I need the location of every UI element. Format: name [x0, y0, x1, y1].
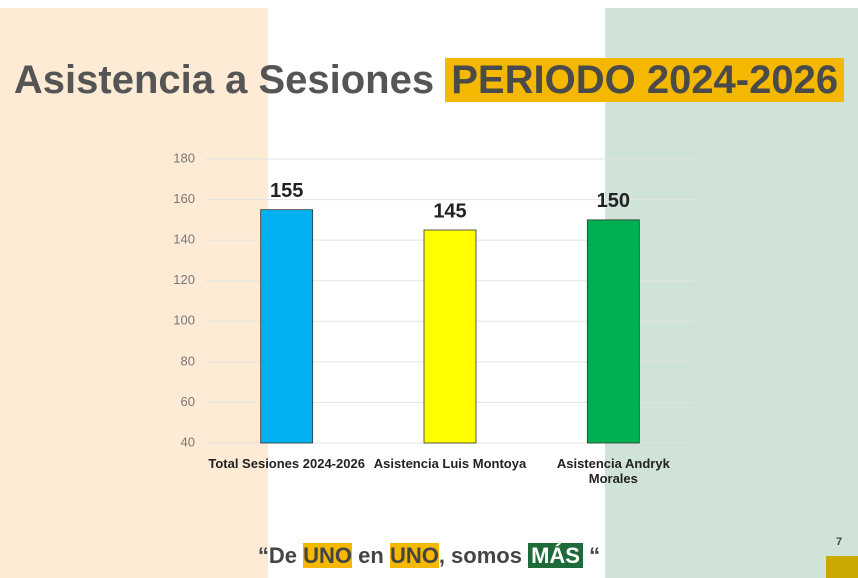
title: Asistencia a Sesiones PERIODO 2024-2026	[0, 58, 858, 103]
x-tick-label: Asistencia Luis Montoya	[373, 456, 527, 471]
footer-part: “De	[257, 543, 304, 568]
value-label: 145	[433, 200, 466, 222]
bar	[586, 219, 640, 444]
footer-part: MÁS	[528, 543, 583, 568]
y-tick-label: 180	[173, 150, 195, 165]
page-number: 7	[836, 536, 843, 548]
footer: “De UNO en UNO, somos MÁS “	[0, 543, 858, 569]
footer-part: “	[582, 543, 601, 568]
y-tick-label: 120	[173, 272, 195, 287]
value-label: 150	[597, 190, 630, 212]
bar	[423, 229, 477, 444]
x-tick-label: Total Sesiones 2024-2026	[208, 456, 365, 471]
value-label: 155	[270, 180, 303, 202]
corner-square	[826, 556, 858, 578]
left-band	[0, 8, 268, 578]
y-tick-label: 40	[181, 434, 195, 449]
y-tick-label: 160	[173, 191, 195, 206]
right-band	[605, 8, 858, 578]
y-tick-label: 140	[173, 232, 195, 247]
footer-part: UNO	[303, 543, 353, 568]
title-highlight: PERIODO 2024-2026	[445, 58, 845, 102]
bar	[260, 209, 314, 444]
footer-part: UNO	[389, 543, 439, 568]
x-tick-label: Asistencia Andryk Morales	[556, 456, 670, 486]
footer-part: , somos	[438, 543, 529, 568]
y-tick-label: 100	[173, 313, 195, 328]
title-text: Asistencia a Sesiones	[13, 58, 435, 102]
y-tick-label: 80	[181, 353, 195, 368]
footer-part: en	[352, 543, 390, 568]
y-tick-label: 60	[181, 394, 195, 409]
